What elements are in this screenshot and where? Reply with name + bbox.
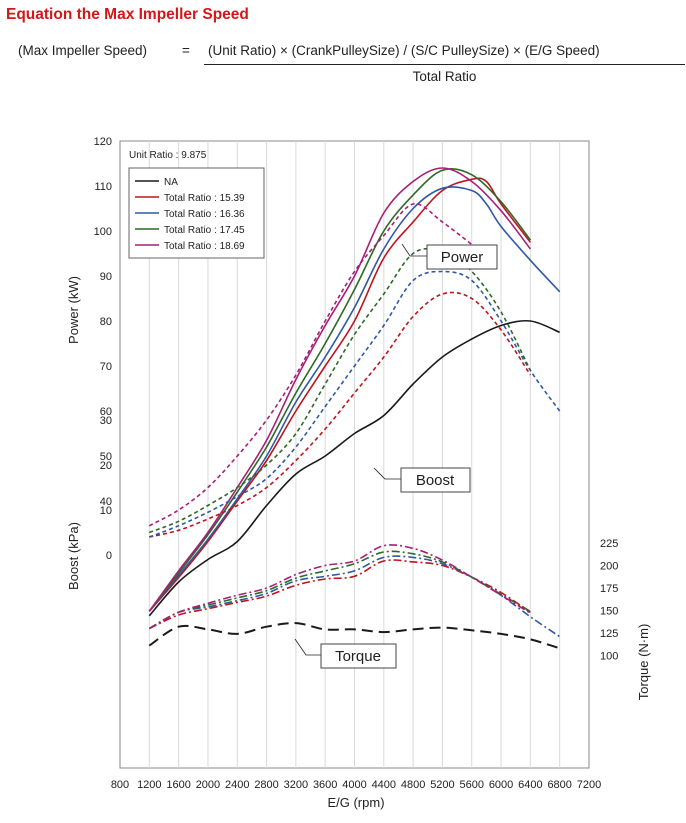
- boost-series-total-ratio-16-36: [149, 270, 561, 538]
- torque-axis-ticks: 225 200 175 150 125 100: [600, 538, 618, 663]
- equation-lhs: (Max Impeller Speed): [18, 43, 148, 58]
- x-tick-label: 3600: [313, 779, 337, 791]
- torque-axis-label: Torque (N·m): [636, 624, 651, 701]
- callout-power-box: [426, 244, 498, 270]
- power-axis-ticks: 120 110 100 90 80 70 60 50 40: [94, 136, 112, 508]
- callout-torque-label: Torque: [335, 648, 381, 665]
- equation-numerator: (Unit Ratio) × (CrankPulleySize) / (S/C …: [208, 43, 600, 58]
- series-lines: [148, 167, 561, 650]
- callout-torque: Torque: [294, 638, 397, 669]
- power-series-total-ratio-15-39: [148, 177, 532, 612]
- x-axis-ticks: 800 1200 1600 2000 2400 2800 3200 3600 4000 4400 4…: [111, 779, 601, 791]
- power-series-total-ratio-17-45: [148, 168, 532, 612]
- x-tick-label: 5200: [430, 779, 454, 791]
- power-tick-label: 110: [94, 181, 112, 193]
- power-series-total-ratio-16-36: [148, 186, 561, 612]
- torque-tick-label: 100: [600, 651, 618, 663]
- power-tick-label: 80: [100, 316, 112, 328]
- x-tick-label: 3200: [284, 779, 308, 791]
- callout-torque-box: [320, 643, 397, 669]
- legend: NA Total Ratio : 15.39 Total Ratio : 16.36…: [135, 177, 245, 252]
- boost-tick-label: 10: [100, 505, 112, 517]
- torque-tick-label: 125: [600, 628, 618, 640]
- callout-boost: Boost: [373, 467, 471, 493]
- power-tick-label: 120: [94, 136, 112, 148]
- boost-axis-ticks: 30 20 10 0: [100, 415, 112, 562]
- torque-tick-label: 175: [600, 583, 618, 595]
- callout-boost-box: [400, 467, 471, 493]
- x-tick-label: 4000: [342, 779, 366, 791]
- torque-tick-label: 225: [600, 538, 618, 550]
- x-tick-label: 2000: [196, 779, 220, 791]
- callout-power-leader: [401, 243, 427, 257]
- power-tick-label: 100: [94, 226, 112, 238]
- x-tick-label: 6800: [547, 779, 571, 791]
- power-series-total-ratio-18-69: [148, 167, 532, 612]
- power-axis-label: Power (kW): [66, 276, 81, 344]
- boost-tick-label: 30: [100, 415, 112, 427]
- callout-torque-leader: [294, 638, 321, 656]
- power-tick-label: 60: [100, 406, 112, 418]
- boost-series-total-ratio-15-39: [149, 291, 532, 538]
- boost-axis-label: Boost (kPa): [66, 522, 81, 590]
- boost-tick-label: 0: [106, 550, 112, 562]
- x-tick-label: 4400: [372, 779, 396, 791]
- callout-boost-leader: [373, 467, 401, 480]
- x-tick-label: 6000: [489, 779, 513, 791]
- torque-series-na: [148, 622, 560, 650]
- power-tick-label: 40: [100, 496, 112, 508]
- torque-tick-label: 200: [600, 561, 618, 573]
- chart-heading: Equation the Max Impeller Speed: [6, 6, 249, 23]
- x-tick-label: 1200: [137, 779, 161, 791]
- x-tick-label: 800: [111, 779, 129, 791]
- equation-denominator: Total Ratio: [412, 69, 477, 84]
- legend-label: Total Ratio : 15.39: [164, 193, 245, 204]
- boost-tick-label: 20: [100, 460, 112, 472]
- x-tick-label: 2400: [225, 779, 249, 791]
- legend-label: Total Ratio : 18.69: [164, 241, 245, 252]
- x-tick-label: 2800: [254, 779, 278, 791]
- legend-label: Total Ratio : 16.36: [164, 209, 245, 220]
- torque-series-total-ratio-15-39: [148, 559, 531, 630]
- unit-ratio-label: Unit Ratio : 9.875: [129, 150, 207, 161]
- callout-power-label: Power: [441, 249, 484, 266]
- power-series-na: [148, 319, 561, 617]
- legend-label: NA: [164, 177, 178, 188]
- power-tick-label: 90: [100, 271, 112, 283]
- torque-series-total-ratio-18-69: [148, 544, 531, 630]
- callout-power: Power: [401, 243, 498, 270]
- legend-label: Total Ratio : 17.45: [164, 225, 245, 236]
- equation-equals: =: [182, 43, 190, 58]
- x-axis-label: E/G (rpm): [327, 795, 384, 810]
- x-tick-label: 5600: [460, 779, 484, 791]
- x-tick-label: 1600: [166, 779, 190, 791]
- x-tick-label: 6400: [518, 779, 542, 791]
- callout-boost-label: Boost: [416, 472, 455, 489]
- torque-tick-label: 150: [600, 606, 618, 618]
- x-tick-label: 4800: [401, 779, 425, 791]
- x-tick-label: 7200: [577, 779, 601, 791]
- power-tick-label: 70: [100, 361, 112, 373]
- power-tick-label: 50: [100, 451, 112, 463]
- boost-series-total-ratio-17-45: [149, 247, 532, 534]
- equation-fraction-bar: [204, 64, 685, 65]
